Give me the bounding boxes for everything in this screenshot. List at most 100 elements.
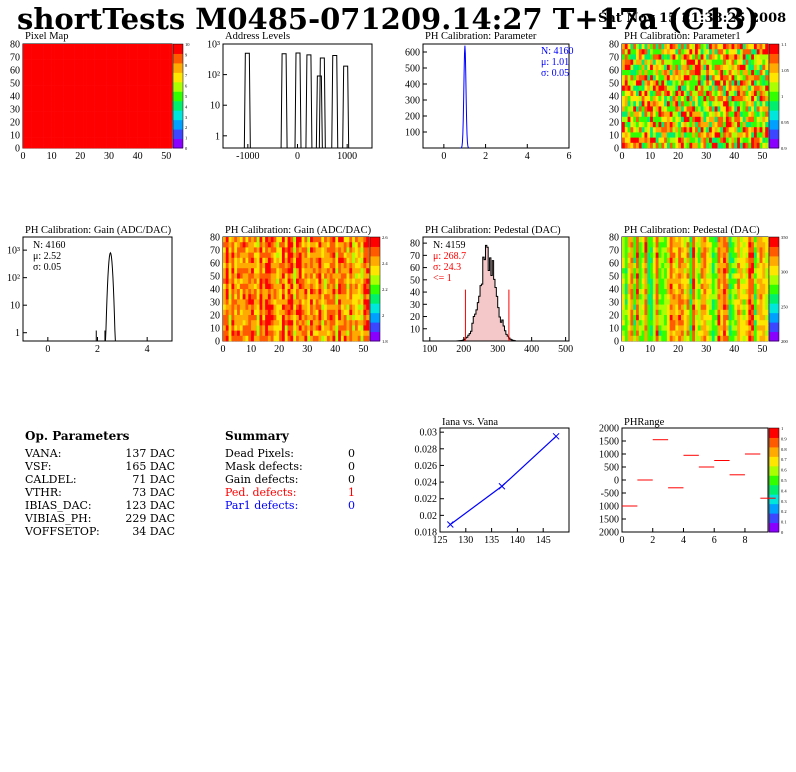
heat-cell <box>765 309 769 316</box>
heat-cell <box>366 242 370 248</box>
heat-cell <box>638 142 642 149</box>
heat-cell <box>357 237 361 243</box>
heat-cell <box>146 142 150 149</box>
x-tick-label: -1000 <box>236 151 259 162</box>
heat-cell <box>163 122 167 128</box>
heat-cell <box>717 54 721 60</box>
heat-cell <box>251 273 255 279</box>
heat-cell <box>697 75 701 81</box>
heat-cell <box>731 90 735 97</box>
heat-cell <box>742 142 746 149</box>
stat-text: σ: 0.05 <box>541 68 569 79</box>
x-tick-label: 4 <box>681 535 686 546</box>
heat-cell <box>731 335 735 342</box>
heat-cell <box>143 49 147 55</box>
heat-cell <box>683 132 687 138</box>
heat-cell <box>658 257 662 264</box>
heat-cell <box>737 289 741 295</box>
heat-cell <box>742 289 746 295</box>
heat-cell <box>751 304 755 311</box>
heat-cell <box>51 80 55 86</box>
heat-cell <box>739 335 744 342</box>
heat-cell <box>627 283 631 290</box>
heat-cell <box>97 127 101 133</box>
heat-cell <box>664 309 668 316</box>
heat-cell <box>259 252 263 259</box>
heat-cell <box>720 237 724 243</box>
heat-cell <box>644 64 648 71</box>
heat-cell <box>622 289 626 295</box>
heat-cell <box>354 335 359 342</box>
heat-cell <box>129 70 133 76</box>
heat-cell <box>756 142 760 149</box>
heat-cell <box>357 263 361 269</box>
colorbar-segment <box>769 119 779 130</box>
heat-cell <box>655 330 659 337</box>
heat-cell <box>298 242 302 248</box>
heat-cell <box>700 263 704 269</box>
heat-cell <box>751 127 755 133</box>
heat-cell <box>644 116 648 123</box>
heat-cell <box>636 299 640 305</box>
heat-cell <box>731 309 735 316</box>
heat-cell <box>332 237 336 243</box>
heat-cell <box>332 257 336 264</box>
heat-cell <box>94 101 98 107</box>
heat-cell <box>630 252 634 259</box>
heat-cell <box>134 132 138 138</box>
heat-cell <box>753 278 758 285</box>
heat-cell <box>689 49 693 55</box>
heat-cell <box>731 116 735 123</box>
heat-cell <box>720 137 724 144</box>
heat-cell <box>71 101 75 107</box>
heat-cell <box>242 304 246 311</box>
heat-cell <box>664 247 668 253</box>
heat-cell <box>267 283 272 290</box>
y-tick-label: 50 <box>410 275 420 286</box>
heat-cell <box>40 44 44 50</box>
heat-cell <box>650 54 654 60</box>
heat-cell <box>661 315 665 321</box>
heat-cell <box>627 273 631 279</box>
heat-cell <box>120 111 124 118</box>
heat-cell <box>669 90 673 97</box>
heat-cell <box>83 44 87 50</box>
heat-cell <box>137 111 141 118</box>
heat-cell <box>31 142 35 149</box>
heat-cell <box>100 64 104 71</box>
heat-cell <box>661 142 665 149</box>
heat-cell <box>108 54 113 60</box>
heat-cell <box>652 237 656 243</box>
heat-cell <box>700 106 704 112</box>
heat-cell <box>689 257 693 264</box>
heat-cell <box>672 80 676 86</box>
heat-cell <box>672 278 676 285</box>
heat-cell <box>265 335 269 342</box>
heat-cell <box>228 283 232 290</box>
heat-cell <box>131 127 136 133</box>
heat-cell <box>630 242 634 248</box>
heat-cell <box>666 137 671 144</box>
heat-cell <box>45 137 50 144</box>
heat-cell <box>108 90 113 97</box>
heat-cell <box>725 116 729 123</box>
heat-cell <box>83 127 87 133</box>
heat-cell <box>697 304 701 311</box>
heat-cell <box>281 283 286 290</box>
colorbar-segment <box>370 312 380 323</box>
heat-cell <box>675 127 679 133</box>
heat-cell <box>697 299 701 305</box>
y-tick-label: 10 <box>10 131 20 142</box>
heat-cell <box>332 252 336 259</box>
heat-cell <box>106 132 110 138</box>
heat-cell <box>106 80 110 86</box>
heat-cell <box>248 315 252 321</box>
y-tick-label: 0.028 <box>415 444 438 455</box>
heat-cell <box>146 70 150 76</box>
heat-cell <box>234 273 238 279</box>
heat-cell <box>627 325 631 331</box>
heat-cell <box>683 252 687 259</box>
y-tick-label: 20 <box>609 311 619 322</box>
heat-cell <box>259 294 263 300</box>
heat-cell <box>650 64 654 71</box>
